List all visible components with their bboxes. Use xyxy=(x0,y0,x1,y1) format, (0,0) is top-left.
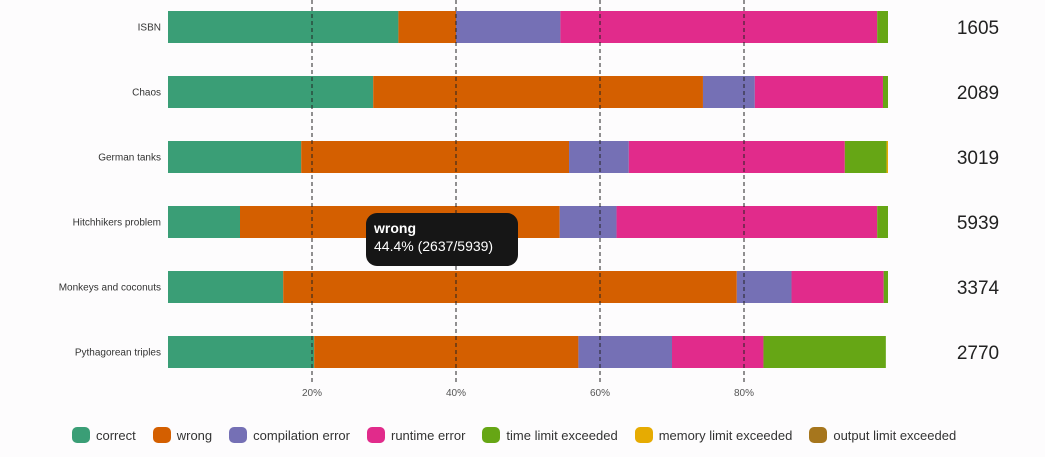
bar-segment[interactable] xyxy=(168,11,399,43)
bar-segment[interactable] xyxy=(559,206,617,238)
legend-item[interactable]: memory limit exceeded xyxy=(634,427,793,443)
x-tick-label: 60% xyxy=(590,388,610,399)
bar-segment[interactable] xyxy=(882,76,888,108)
legend-item[interactable]: output limit exceeded xyxy=(809,427,956,443)
bar-segment[interactable] xyxy=(628,141,845,173)
legend-swatch xyxy=(366,427,385,443)
legend-label: output limit exceeded xyxy=(833,427,957,443)
legend-item[interactable]: wrong xyxy=(152,427,213,443)
bar-segment[interactable] xyxy=(301,141,570,173)
bar-segment[interactable] xyxy=(168,271,284,303)
bar-segment[interactable] xyxy=(168,206,240,238)
legend-swatch xyxy=(152,427,171,443)
total-label: 3019 xyxy=(957,148,999,169)
total-label: 5939 xyxy=(957,213,999,234)
category-label: German tanks xyxy=(98,153,161,164)
bar-segment[interactable] xyxy=(398,11,456,43)
total-label: 3374 xyxy=(957,278,1000,299)
bar-segment[interactable] xyxy=(877,11,888,43)
bar-segment[interactable] xyxy=(569,141,629,173)
total-label: 2089 xyxy=(957,83,999,104)
category-label: ISBN xyxy=(138,23,161,34)
legend-label: time limit exceeded xyxy=(506,427,618,443)
bar-segment[interactable] xyxy=(877,206,888,238)
bar-segment[interactable] xyxy=(883,271,888,303)
bar-segment[interactable] xyxy=(736,271,792,303)
category-label: Pythagorean triples xyxy=(75,348,161,359)
bar-segment[interactable] xyxy=(702,76,755,108)
bar-segment[interactable] xyxy=(763,336,886,368)
bar-segment[interactable] xyxy=(886,141,888,173)
bar-segment[interactable] xyxy=(168,336,315,368)
bar-segment[interactable] xyxy=(844,141,887,173)
legend-swatch xyxy=(229,427,248,443)
bar-segment[interactable] xyxy=(283,271,737,303)
legend-item[interactable]: correct xyxy=(72,427,136,443)
bar-segment[interactable] xyxy=(456,11,561,43)
stacked-bar-chart: ISBN 1605 Chaos 2089 German tanks 3019 Hitchhi… xyxy=(59,0,1000,399)
legend-item[interactable]: time limit exceeded xyxy=(482,427,618,443)
x-tick-label: 40% xyxy=(446,388,466,399)
bar-segment[interactable] xyxy=(314,336,579,368)
bar-segment[interactable] xyxy=(560,11,878,43)
bar-segment[interactable] xyxy=(168,76,374,108)
x-tick-label: 80% xyxy=(734,388,754,399)
tooltip-title: wrong xyxy=(374,220,416,236)
bar-segment[interactable] xyxy=(616,206,878,238)
tooltip-value: 44.4% (2637/5939) xyxy=(374,238,494,254)
legend-item[interactable]: compilation error xyxy=(229,427,350,443)
total-label: 1605 xyxy=(957,18,999,39)
chart-tooltip: wrong 44.4% (2637/5939) xyxy=(366,213,518,266)
legend-item[interactable]: runtime error xyxy=(366,427,466,443)
legend-swatch xyxy=(72,427,90,443)
legend-label: correct xyxy=(96,427,136,443)
bar-segment[interactable] xyxy=(578,336,672,368)
chart-legend: correct wrong compilation error runtime err… xyxy=(72,424,956,446)
category-label: Monkeys and coconuts xyxy=(59,283,161,294)
legend-swatch xyxy=(809,427,828,443)
bar-segment[interactable] xyxy=(373,76,703,108)
bar-segment[interactable] xyxy=(754,76,883,108)
legend-swatch xyxy=(482,427,501,443)
legend-label: runtime error xyxy=(390,427,466,443)
legend-swatch xyxy=(634,427,653,443)
legend-label: memory limit exceeded xyxy=(658,427,793,443)
bar-segment[interactable] xyxy=(791,271,884,303)
bar-segment[interactable] xyxy=(672,336,764,368)
total-label: 2770 xyxy=(957,343,999,364)
category-label: Chaos xyxy=(132,88,161,99)
bar-segment[interactable] xyxy=(168,141,302,173)
legend-label: wrong xyxy=(176,427,213,443)
legend-label: compilation error xyxy=(253,427,350,443)
x-tick-label: 20% xyxy=(302,388,322,399)
category-label: Hitchhikers problem xyxy=(73,218,161,229)
